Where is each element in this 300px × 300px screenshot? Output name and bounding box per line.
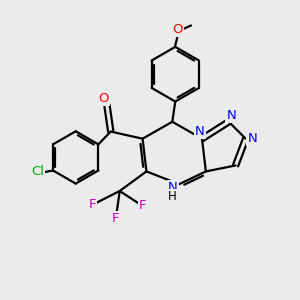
Text: F: F (139, 200, 146, 212)
Text: N: N (248, 132, 257, 145)
Text: O: O (99, 92, 109, 105)
Text: N: N (195, 125, 205, 138)
Text: O: O (172, 23, 183, 36)
Text: Cl: Cl (31, 166, 44, 178)
Text: F: F (88, 199, 96, 212)
Text: H: H (168, 190, 177, 203)
Text: N: N (168, 181, 178, 194)
Text: N: N (226, 109, 236, 122)
Text: F: F (112, 212, 120, 226)
